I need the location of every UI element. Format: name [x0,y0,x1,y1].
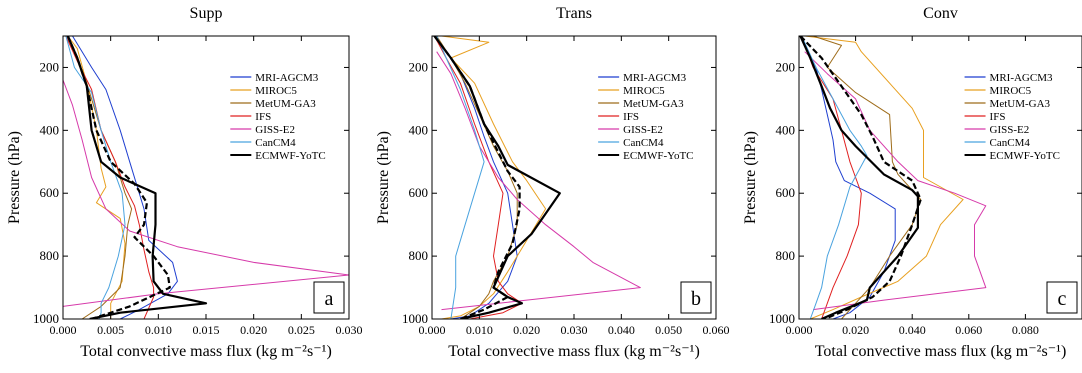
x-tick-label: 0.020 [240,323,267,337]
series-line-ecmwf-yotc [799,36,920,319]
series-line-ifs [801,36,862,319]
y-tick-label: 400 [40,122,60,137]
x-tick-label: 0.040 [899,323,926,337]
legend-entry: IFS [255,111,271,123]
x-axis-label: Total convective mass flux (kg m⁻²s⁻¹) [80,343,332,360]
series-line-metum-ga3 [436,36,518,319]
series-line-cancm4 [436,36,485,319]
legend-entry: CanCM4 [255,137,296,149]
x-tick-label: 0.005 [97,323,124,337]
x-tick-label: 0.010 [145,323,172,337]
legend-entry: GISS-E2 [990,124,1030,136]
panel-title: Trans [556,5,592,22]
legend-entry: IFS [623,111,639,123]
x-tick-label: 0.000 [786,323,813,337]
x-tick-label: 0.060 [955,323,982,337]
series-line-giss-e2 [63,79,349,307]
legend-entry: IFS [990,111,1006,123]
panel-letter: c [1058,288,1067,310]
y-axis-label: Pressure (hPa) [742,131,759,224]
panel-b: Trans 0.000 0.010 0.020 0.030 0.040 0.050 0.060… [375,5,730,360]
series-line-cancm4 [65,36,126,319]
y-tick-label: 800 [409,248,429,263]
panel-title: Supp [190,5,223,22]
legend-entry: MIROC5 [255,85,297,97]
panel-a: Supp 0.000 0.005 0.010 0.015 0.020 0.025 0.030 2… [6,5,363,360]
series-group [433,36,641,319]
legend-entry: MRI-AGCM3 [255,72,318,84]
y-tick-label: 200 [776,59,796,74]
y-axis-label: Pressure (hPa) [375,131,392,224]
panel-letter: b [691,288,701,310]
x-tick-label: 0.015 [193,323,220,337]
y-axis-label: Pressure (hPa) [6,131,23,224]
y-tick-label: 600 [776,185,796,200]
x-tick-label: 0.030 [561,323,588,337]
legend-entry: CanCM4 [990,137,1031,149]
x-axis-label: Total convective mass flux (kg m⁻²s⁻¹) [448,343,700,360]
y-tick-label: 400 [409,122,429,137]
legend-entry: GISS-E2 [255,124,295,136]
series-line-ifs [433,36,523,319]
x-tick-label: 0.080 [1012,323,1039,337]
y-tick-label: 800 [40,248,60,263]
x-tick-label: 0.025 [288,323,315,337]
series-line-ecmwf-yotc [66,36,208,319]
y-tick-label: 800 [776,248,796,263]
series-line-giss-e2 [804,51,987,311]
series-line-mri-agcm3 [72,36,178,319]
y-tick-label: 1000 [769,311,795,326]
y-tick-label: 1000 [33,311,59,326]
legend-entry: MRI-AGCM3 [990,72,1053,84]
plot-frame [798,35,1082,320]
x-tick-label: 0.030 [336,323,363,337]
panel-letter-box [1046,281,1078,314]
series-line-dashed [433,36,521,319]
x-tick-label: 0.020 [842,323,869,337]
series-line-giss-e2 [436,51,641,311]
legend-entry: MRI-AGCM3 [623,72,686,84]
x-tick-label: 0.040 [608,323,635,337]
panel-title: Conv [923,5,958,22]
legend-entry: CanCM4 [623,137,664,149]
y-tick-label: 600 [409,185,429,200]
panel-letter-box [313,281,345,314]
series-line-ifs [65,36,155,319]
legend-entry: MIROC5 [623,85,665,97]
panel-letter: a [325,288,334,310]
x-tick-label: 0.000 [419,323,446,337]
series-group [799,36,987,319]
legend-entry: MetUM-GA3 [255,98,316,110]
x-axis-label: Total convective mass flux (kg m⁻²s⁻¹) [815,343,1067,360]
y-tick-label: 1000 [402,311,428,326]
x-tick-label: 0.050 [655,323,682,337]
legend-entry: GISS-E2 [623,124,663,136]
panel-c: Conv 0.000 0.020 0.040 0.060 0.080 200 400 600 80… [742,5,1082,360]
legend-entry: ECMWF-YoTC [255,150,325,162]
series-line-miroc5 [804,36,964,319]
series-line-dashed [66,36,171,319]
y-tick-label: 200 [40,59,60,74]
panel-letter-box [680,281,712,314]
y-tick-label: 400 [776,122,796,137]
y-tick-label: 200 [409,59,429,74]
series-line-cancm4 [801,36,868,319]
x-tick-label: 0.000 [50,323,77,337]
x-tick-label: 0.010 [466,323,493,337]
x-tick-label: 0.060 [703,323,730,337]
legend-entry: MetUM-GA3 [623,98,684,110]
x-tick-label: 0.020 [513,323,540,337]
series-line-metum-ga3 [812,36,922,319]
legend-entry: MIROC5 [990,85,1032,97]
series-group [63,36,349,319]
legend-entry: ECMWF-YoTC [623,150,693,162]
legend-entry: ECMWF-YoTC [990,150,1060,162]
y-tick-label: 600 [40,185,60,200]
legend-entry: MetUM-GA3 [990,98,1051,110]
